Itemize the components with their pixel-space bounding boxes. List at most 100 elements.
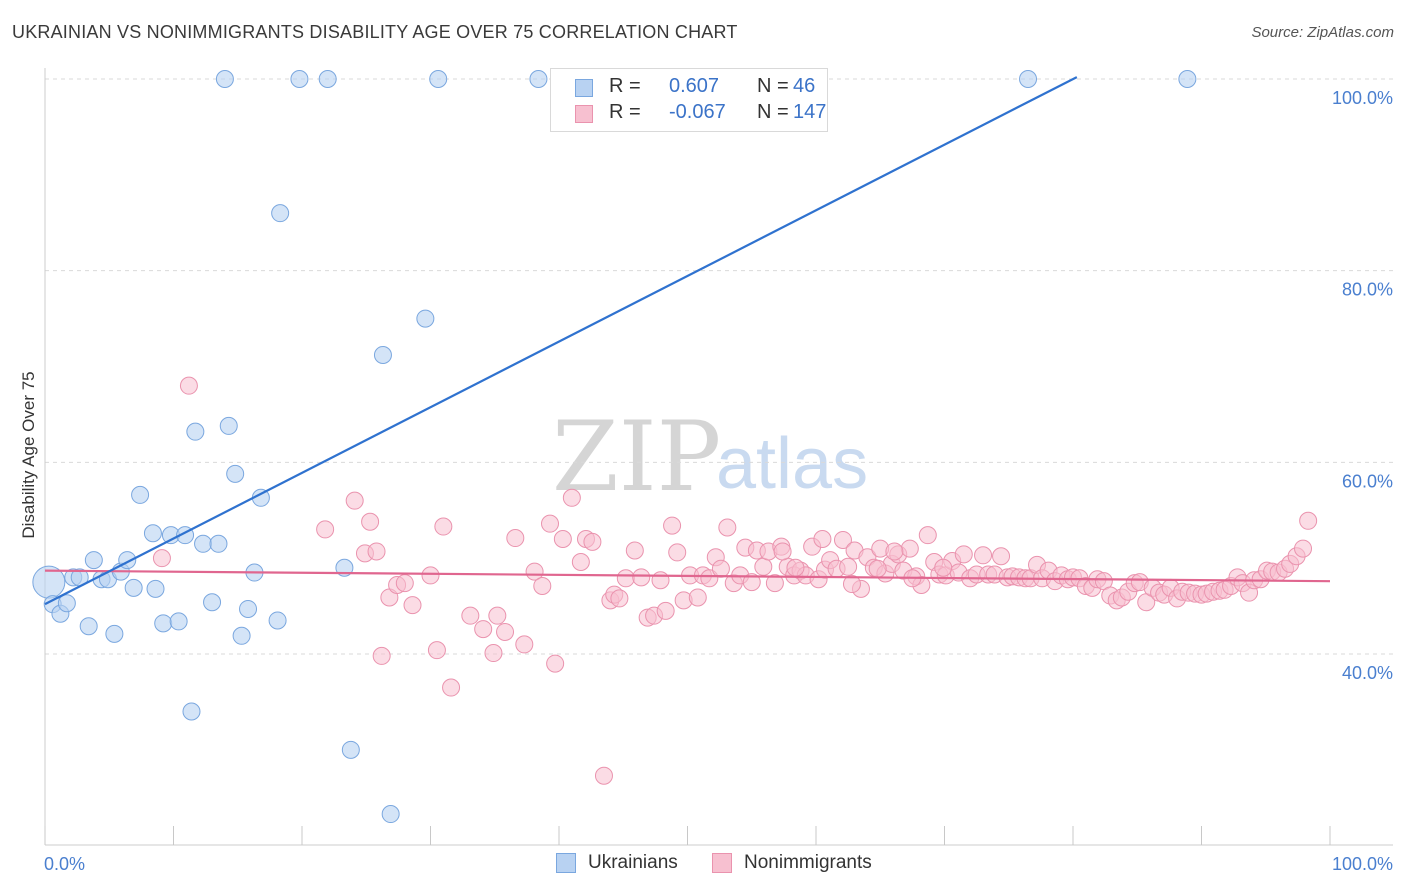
ukrainians-point bbox=[154, 614, 173, 633]
nonimmigrants-point bbox=[496, 622, 515, 641]
nonimmigrants-point bbox=[179, 376, 198, 395]
nonimmigrants-point bbox=[525, 562, 544, 581]
nonimmigrants-point bbox=[461, 606, 480, 625]
axes bbox=[44, 68, 1393, 846]
ukrainians-point bbox=[84, 551, 103, 570]
nonimmigrants-point bbox=[656, 601, 675, 620]
watermark-zip: ZIP bbox=[552, 401, 721, 513]
nonimmigrants-point bbox=[773, 542, 792, 561]
ukrainians-point bbox=[131, 485, 150, 504]
nonimmigrants-point bbox=[533, 576, 552, 595]
nonimmigrants-trend-line bbox=[44, 569, 1331, 583]
nonimmigrants-point bbox=[974, 546, 993, 565]
nonimmigrants-point bbox=[742, 573, 761, 592]
nonimmigrants-point bbox=[668, 543, 687, 562]
ukrainians-point bbox=[1178, 70, 1197, 88]
nonimmigrants-legend-swatch bbox=[712, 853, 732, 873]
nonimmigrants-swatch bbox=[575, 105, 593, 123]
legend: R = 0.607 N = 46 R = -0.067 N = 147 bbox=[550, 68, 828, 132]
ukrainians-point bbox=[239, 599, 258, 618]
nonimmigrants-point bbox=[700, 569, 719, 588]
nonimmigrants-point bbox=[395, 574, 414, 593]
x-tick-label-max: 100.0% bbox=[1332, 854, 1393, 874]
ukrainians-point bbox=[226, 464, 245, 483]
ukrainians-point bbox=[203, 593, 222, 612]
nonimmigrants-point bbox=[316, 520, 335, 539]
nonimmigrants-point bbox=[421, 566, 440, 585]
nonimmigrants-point bbox=[434, 517, 453, 536]
ukrainians-point bbox=[124, 578, 143, 597]
ukrainians-point bbox=[416, 309, 435, 328]
nonimmigrants-point bbox=[488, 606, 507, 625]
tick-labels: 40.0% 60.0% 80.0% 100.0% 0.0% 100.0% bbox=[44, 88, 1393, 874]
legend-r-value: -0.067 bbox=[669, 101, 726, 123]
nonimmigrants-point bbox=[541, 514, 560, 533]
ukrainians-point bbox=[57, 594, 76, 613]
nonimmigrants-point bbox=[562, 488, 581, 507]
y-axis-label: Disability Age Over 75 bbox=[19, 371, 38, 538]
ukrainians-point bbox=[146, 579, 165, 598]
legend-n-value: 147 bbox=[793, 101, 827, 123]
legend-n-label: N = bbox=[757, 101, 789, 123]
nonimmigrants-point bbox=[625, 541, 644, 560]
nonimmigrants-point bbox=[885, 542, 904, 561]
nonimmigrants-point bbox=[1299, 511, 1318, 530]
nonimmigrants-point bbox=[813, 530, 832, 548]
y-tick-label: 80.0% bbox=[1342, 280, 1393, 300]
nonimmigrants-point bbox=[765, 574, 784, 593]
watermark-atlas: atlas bbox=[716, 424, 868, 504]
nonimmigrants-point bbox=[918, 526, 937, 545]
trend-lines bbox=[44, 76, 1331, 606]
nonimmigrants-point bbox=[934, 558, 953, 577]
ukrainians-point bbox=[381, 805, 400, 824]
ukrainians-point bbox=[169, 612, 188, 631]
nonimmigrants-point bbox=[583, 532, 602, 551]
nonimmigrants-point bbox=[571, 553, 590, 571]
ukrainians-point bbox=[186, 422, 205, 441]
ukrainians-swatch bbox=[575, 79, 593, 97]
ukrainians-point bbox=[290, 70, 309, 88]
legend-r-value: 0.607 bbox=[669, 75, 720, 97]
nonimmigrants-point bbox=[361, 512, 380, 531]
nonimmigrants-point bbox=[786, 558, 805, 577]
ukrainians-point bbox=[232, 626, 251, 645]
nonimmigrants-legend-label: Nonimmigrants bbox=[744, 852, 872, 873]
nonimmigrants-point bbox=[868, 559, 887, 578]
legend-n-value: 46 bbox=[793, 75, 816, 97]
nonimmigrants-point bbox=[616, 569, 635, 588]
ukrainians-point bbox=[271, 204, 290, 223]
y-tick-label: 60.0% bbox=[1342, 471, 1393, 491]
nonimmigrants-point bbox=[651, 571, 670, 590]
ukrainians-point bbox=[143, 524, 162, 543]
ukrainians-point bbox=[105, 624, 124, 643]
ukrainians-point bbox=[215, 70, 234, 88]
legend-r-label: R = bbox=[609, 75, 641, 97]
nonimmigrants-point bbox=[754, 557, 773, 576]
ukrainians-point bbox=[219, 416, 238, 435]
nonimmigrants-point bbox=[594, 766, 613, 785]
ukrainians-trend-line bbox=[44, 76, 1078, 606]
nonimmigrants-point bbox=[954, 545, 973, 564]
ukrainians-point bbox=[429, 70, 448, 88]
nonimmigrants-point bbox=[610, 589, 629, 608]
nonimmigrants-point bbox=[515, 635, 534, 654]
legend-r-label: R = bbox=[609, 101, 641, 123]
ukrainians-point bbox=[194, 534, 213, 553]
nonimmigrants-point bbox=[484, 644, 503, 663]
nonimmigrants-point bbox=[403, 596, 422, 615]
ukrainians-point bbox=[209, 534, 228, 553]
nonimmigrants-point bbox=[553, 530, 572, 548]
nonimmigrants-point bbox=[833, 530, 852, 549]
nonimmigrants-point bbox=[992, 547, 1011, 566]
chart-title: UKRAINIAN VS NONIMMIGRANTS DISABILITY AG… bbox=[12, 22, 738, 42]
nonimmigrants-point bbox=[546, 654, 565, 673]
nonimmigrants-point bbox=[1294, 539, 1313, 558]
ukrainians-point bbox=[1019, 70, 1038, 88]
ukrainians-legend-swatch bbox=[556, 853, 576, 873]
nonimmigrants-point bbox=[367, 542, 386, 561]
y-tick-label: 40.0% bbox=[1342, 663, 1393, 683]
ukrainians-point bbox=[373, 346, 392, 364]
nonimmigrants-point bbox=[506, 529, 525, 548]
nonimmigrants-point bbox=[474, 620, 493, 639]
